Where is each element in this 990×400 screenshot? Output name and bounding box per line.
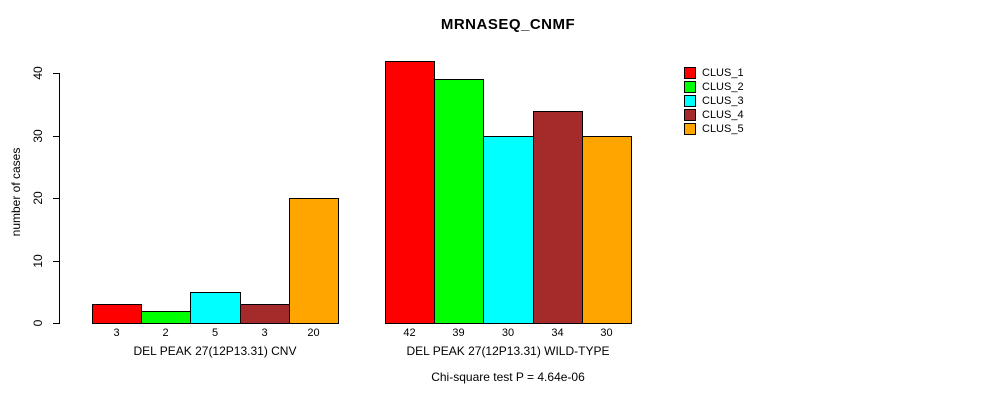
legend-swatch-clus_2: [684, 81, 696, 93]
bar-value-group1-clus_2: 2: [162, 327, 169, 339]
bar-value-group1-clus_5: 20: [307, 327, 320, 339]
bar-group2-clus_1: [385, 61, 435, 324]
legend-label-clus_3: CLUS_3: [702, 95, 744, 107]
legend-item-clus_1: CLUS_1: [684, 66, 744, 80]
y-tick-20: [53, 198, 59, 199]
bar-value-group2-clus_1: 42: [403, 327, 416, 339]
y-tick-label-10: 10: [31, 254, 45, 268]
group-label-2: DEL PEAK 27(12P13.31) WILD-TYPE: [406, 344, 610, 358]
group-label-1: DEL PEAK 27(12P13.31) CNV: [133, 344, 297, 358]
legend-label-clus_4: CLUS_4: [702, 109, 744, 121]
bar-group2-clus_3: [483, 136, 534, 324]
bar-group1-clus_1: [92, 304, 142, 324]
bar-group2-clus_4: [533, 111, 583, 324]
y-tick-0: [53, 323, 59, 324]
bar-value-group1-clus_4: 3: [261, 327, 268, 339]
bar-group1-clus_3: [190, 292, 241, 324]
legend-label-clus_2: CLUS_2: [702, 81, 744, 93]
bar-value-group2-clus_5: 30: [600, 327, 613, 339]
bar-value-group2-clus_2: 39: [452, 327, 465, 339]
y-tick-label-20: 20: [31, 191, 45, 205]
bar-group2-clus_5: [582, 136, 632, 324]
bar-value-group1-clus_1: 3: [113, 327, 120, 339]
legend: CLUS_1 CLUS_2 CLUS_3 CLUS_4 CLUS_5: [684, 66, 744, 136]
bar-value-group2-clus_4: 34: [551, 327, 564, 339]
legend-swatch-clus_1: [684, 67, 696, 79]
legend-swatch-clus_3: [684, 95, 696, 107]
legend-item-clus_2: CLUS_2: [684, 80, 744, 94]
y-tick-label-0: 0: [31, 319, 45, 327]
chart-title: MRNASEQ_CNMF: [440, 16, 576, 33]
legend-item-clus_4: CLUS_4: [684, 108, 744, 122]
y-tick-10: [53, 261, 59, 262]
y-tick-30: [53, 136, 59, 137]
legend-swatch-clus_4: [684, 109, 696, 121]
y-tick-label-30: 30: [31, 129, 45, 143]
y-axis-label: number of cases: [9, 147, 23, 237]
legend-label-clus_5: CLUS_5: [702, 123, 744, 135]
y-axis-line: [59, 73, 60, 324]
legend-item-clus_5: CLUS_5: [684, 122, 744, 136]
bar-group1-clus_5: [289, 198, 339, 324]
stat-note: Chi-square test P = 4.64e-06: [431, 370, 585, 384]
legend-label-clus_1: CLUS_1: [702, 67, 744, 79]
bar-group1-clus_2: [141, 311, 191, 324]
y-tick-40: [53, 73, 59, 74]
y-tick-label-40: 40: [31, 66, 45, 80]
legend-item-clus_3: CLUS_3: [684, 94, 744, 108]
bar-group2-clus_2: [434, 79, 484, 324]
bar-value-group2-clus_3: 30: [501, 327, 515, 339]
bar-value-group1-clus_3: 5: [211, 327, 219, 339]
legend-swatch-clus_5: [684, 123, 696, 135]
bar-group1-clus_4: [240, 304, 290, 324]
